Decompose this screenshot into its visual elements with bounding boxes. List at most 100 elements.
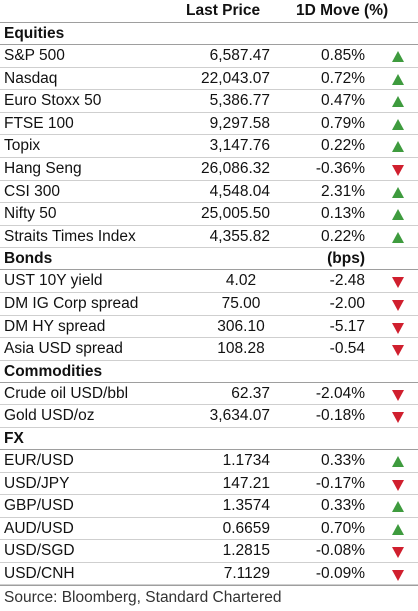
move-value: -2.00 — [329, 294, 365, 312]
last-price-header: Last Price — [186, 2, 261, 19]
section-header: Equities — [0, 23, 418, 45]
arrow-down-icon — [392, 389, 404, 401]
last-price-value: 26,086.32 — [201, 159, 270, 177]
arrow-up-icon — [392, 523, 404, 535]
move-value: 0.79% — [321, 114, 365, 132]
instrument-name: Topix — [4, 137, 41, 155]
arrow-up-icon — [392, 455, 404, 467]
instrument-name: S&P 500 — [4, 47, 65, 64]
last-price-value: 22,043.07 — [201, 69, 270, 87]
table-row: Gold USD/oz 3,634.07 -0.18% — [0, 405, 418, 428]
arrow-down-icon — [392, 322, 404, 334]
move-value: -0.09% — [315, 564, 365, 582]
section-title: Bonds — [4, 250, 53, 268]
instrument-name: DM IG Corp spread — [4, 294, 139, 312]
instrument-name: GBP/USD — [4, 497, 74, 515]
last-price-value: 9,297.58 — [209, 114, 270, 132]
table-header: Last Price 1D Move (%) — [0, 0, 418, 23]
arrow-down-icon — [392, 277, 404, 289]
last-price-value: 5,386.77 — [209, 92, 270, 110]
arrow-up-icon — [392, 118, 404, 130]
last-price-value: 25,005.50 — [201, 205, 270, 223]
table-row: AUD/USD 0.6659 0.70% — [0, 518, 418, 541]
move-value: 0.33% — [321, 451, 365, 469]
instrument-name: Hang Seng — [4, 159, 82, 177]
move-value: 0.22% — [321, 227, 365, 245]
move-value: -0.36% — [315, 159, 365, 177]
last-price-value: 7.1129 — [223, 564, 270, 582]
instrument-name: Nasdaq — [4, 69, 58, 87]
instrument-name: FTSE 100 — [4, 114, 74, 132]
last-price-value: 1.3574 — [222, 497, 270, 515]
arrow-up-icon — [392, 209, 404, 221]
arrow-down-icon — [392, 345, 404, 357]
table-row: USD/CNH 7.1129 -0.09% — [0, 563, 418, 586]
move-value: 0.70% — [321, 519, 365, 537]
instrument-name: Euro Stoxx 50 — [4, 92, 102, 110]
arrow-down-icon — [392, 412, 404, 424]
instrument-name: Asia USD spread — [4, 340, 123, 358]
instrument-name: USD/CNH — [4, 564, 75, 582]
move-value: -0.18% — [315, 407, 365, 425]
table-row: Asia USD spread 108.28 -0.54 — [0, 338, 418, 361]
table-row: DM HY spread 306.10 -5.17 — [0, 316, 418, 339]
instrument-name: UST 10Y yield — [4, 272, 103, 290]
table-row: GBP/USD 1.3574 0.33% — [0, 495, 418, 518]
last-price-value: 75.00 — [221, 294, 261, 312]
instrument-name: AUD/USD — [4, 519, 74, 537]
instrument-name: CSI 300 — [4, 182, 61, 200]
last-price-value: 62.37 — [231, 384, 270, 402]
move-value: 0.47% — [321, 92, 365, 110]
last-price-value: 3,634.07 — [209, 407, 270, 425]
instrument-name: USD/JPY — [4, 474, 70, 492]
arrow-up-icon — [392, 231, 404, 243]
table-row: CSI 300 4,548.04 2.31% — [0, 181, 418, 204]
move-value: -0.54 — [329, 340, 365, 358]
section-title: FX — [4, 429, 24, 447]
table-body: Equities S&P 500 6,587.47 0.85% Nasdaq 22,043… — [0, 23, 418, 586]
move-value: -0.17% — [315, 474, 365, 492]
footer: Source: Bloomberg, Standard Chartered — [0, 585, 418, 610]
table-row: USD/JPY 147.21 -0.17% — [0, 473, 418, 496]
move-value: -2.48 — [329, 272, 365, 290]
table-row: Crude oil USD/bbl 62.37 -2.04% — [0, 383, 418, 406]
instrument-name: Straits Times Index — [4, 227, 136, 245]
section-title: Equities — [4, 25, 65, 42]
last-price-value: 0.6659 — [222, 519, 270, 537]
move-value: -5.17 — [329, 317, 365, 335]
move-value: 0.72% — [321, 69, 365, 87]
table-row: FTSE 100 9,297.58 0.79% — [0, 113, 418, 136]
arrow-down-icon — [392, 479, 404, 491]
table-row: Euro Stoxx 50 5,386.77 0.47% — [0, 90, 418, 113]
move-value: -0.08% — [315, 542, 365, 560]
arrow-up-icon — [392, 73, 404, 85]
table-row: Topix 3,147.76 0.22% — [0, 135, 418, 158]
move-header: 1D Move (%) — [296, 2, 389, 19]
arrow-up-icon — [392, 501, 404, 513]
last-price-value: 147.21 — [222, 474, 270, 492]
table-row: S&P 500 6,587.47 0.85% — [0, 45, 418, 68]
instrument-name: EUR/USD — [4, 451, 74, 469]
last-price-value: 108.28 — [217, 340, 265, 358]
last-price-value: 6,587.47 — [209, 47, 270, 64]
table-row: Straits Times Index 4,355.82 0.22% — [0, 226, 418, 249]
last-price-value: 4,355.82 — [209, 227, 270, 245]
last-price-value: 4,548.04 — [209, 182, 270, 200]
move-value: 0.33% — [321, 497, 365, 515]
arrow-up-icon — [392, 141, 404, 153]
source-note: Source: Bloomberg, Standard Chartered — [4, 589, 282, 607]
table-row: USD/SGD 1.2815 -0.08% — [0, 540, 418, 563]
move-value: 0.22% — [321, 137, 365, 155]
move-value: 0.85% — [321, 47, 365, 64]
arrow-up-icon — [392, 186, 404, 198]
arrow-down-icon — [392, 569, 404, 581]
instrument-name: Crude oil USD/bbl — [4, 384, 129, 402]
last-price-value: 1.1734 — [222, 451, 270, 469]
instrument-name: DM HY spread — [4, 317, 106, 335]
table-row: Nifty 50 25,005.50 0.13% — [0, 203, 418, 226]
arrow-down-icon — [392, 547, 404, 559]
last-price-value: 4.02 — [225, 272, 257, 290]
instrument-name: Nifty 50 — [4, 205, 57, 223]
table-row: Hang Seng 26,086.32 -0.36% — [0, 158, 418, 181]
table-row: EUR/USD 1.1734 0.33% — [0, 450, 418, 473]
